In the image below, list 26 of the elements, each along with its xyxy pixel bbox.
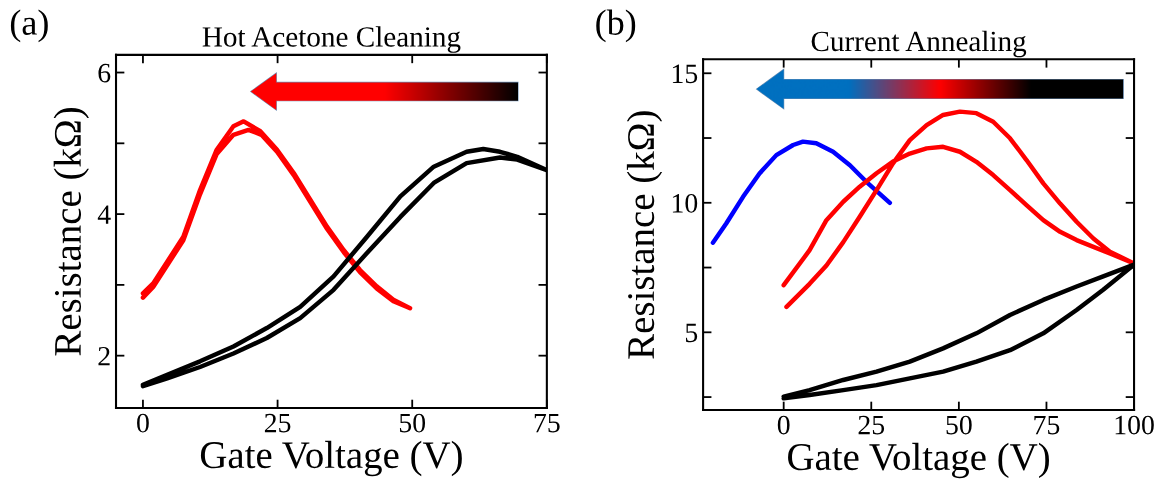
x-axis-title: Gate Voltage (V) <box>788 442 1049 479</box>
text: (b) <box>596 9 636 43</box>
x-tick-label: 75 <box>534 413 560 433</box>
y-tick-label: 15 <box>672 64 698 84</box>
y-tick-label: 4 <box>97 205 111 224</box>
text: (a) <box>10 9 48 43</box>
y-tick-label: 5 <box>685 323 698 343</box>
x-tick-label: 100 <box>1115 415 1154 435</box>
y-axis-title: Resistance (kΩ) <box>53 108 89 356</box>
x-tick-label: 0 <box>777 415 790 435</box>
x-axis-title: Gate Voltage (V) <box>200 440 462 477</box>
x-tick-label: 50 <box>946 415 972 435</box>
y-axis-title: Resistance (kΩ) <box>626 111 663 359</box>
chart-title: Hot Acetone Cleaning <box>202 26 461 53</box>
chart-title: Current Annealing <box>811 30 1027 58</box>
line-series <box>781 109 1135 310</box>
y-tick-label: 6 <box>98 63 111 83</box>
x-tick-label: 25 <box>858 415 885 435</box>
x-tick-label: 0 <box>137 413 149 433</box>
x-tick-label: 25 <box>264 413 291 433</box>
x-tick-label: 75 <box>1034 415 1060 435</box>
x-tick-label: 50 <box>399 413 426 433</box>
y-tick-label: 10 <box>672 193 698 213</box>
line-series <box>140 119 413 311</box>
line-series <box>710 139 893 245</box>
y-tick-label: 2 <box>98 346 110 366</box>
